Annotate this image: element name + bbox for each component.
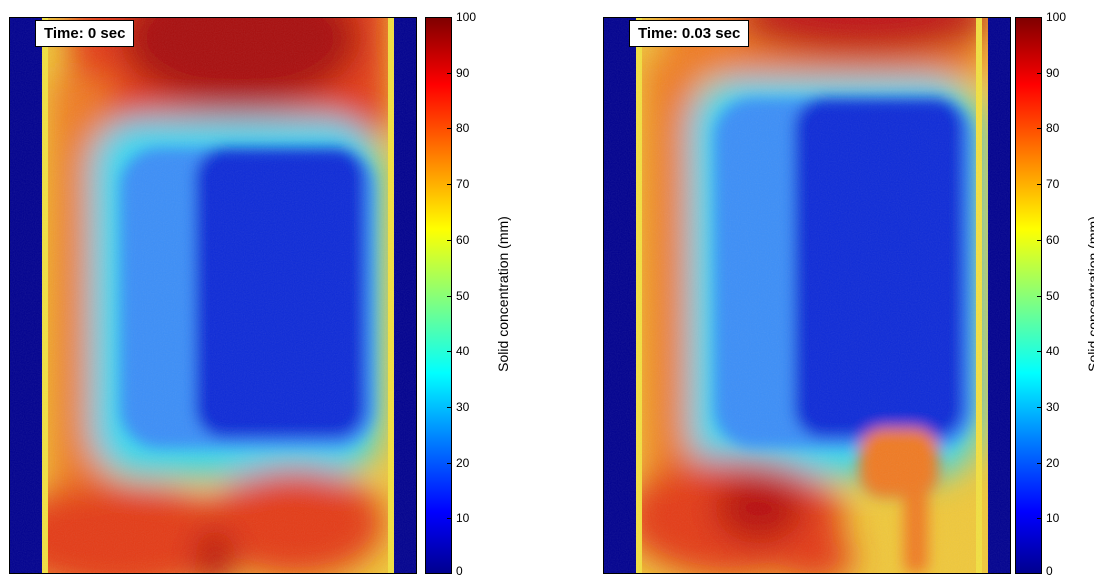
noise-overlay xyxy=(604,18,1010,573)
colorbar-title: Solid concentration (mm) xyxy=(495,216,511,372)
colorbar-tick-mark xyxy=(1037,72,1042,74)
colorbar-tick-mark xyxy=(1037,406,1042,408)
colorbar-tick-mark xyxy=(447,351,452,353)
colorbar-tick-label: 20 xyxy=(456,455,470,470)
colorbar-tick-label: 20 xyxy=(1046,455,1060,470)
colorbar-tick-label: 50 xyxy=(456,288,470,303)
heatmap-plot xyxy=(603,17,1011,574)
heatmap-svg xyxy=(604,18,1010,573)
time-annotation: Time: 0.03 sec xyxy=(629,20,750,47)
colorbar-tick-mark xyxy=(1037,295,1042,297)
colorbar-tick-mark xyxy=(1037,184,1042,186)
colorbar-tick-mark xyxy=(447,406,452,408)
colorbar-tick-mark xyxy=(447,239,452,241)
colorbar-tick-label: 100 xyxy=(456,10,477,24)
colorbar-tick-label: 0 xyxy=(456,564,463,578)
colorbar-title: Solid concentration (mm) xyxy=(1085,216,1094,372)
colorbar-tick-mark xyxy=(1037,573,1042,574)
colorbar-tick-mark xyxy=(447,518,452,520)
colorbar-tick-mark xyxy=(1037,239,1042,241)
colorbar-tick-mark xyxy=(447,573,452,574)
colorbar-tick-label: 40 xyxy=(456,344,470,359)
heatmap-plot xyxy=(9,17,417,574)
colorbar-tick-mark xyxy=(1037,17,1042,18)
colorbar-tick-label: 30 xyxy=(1046,399,1060,414)
colorbar-tick-label: 0 xyxy=(1046,564,1053,578)
colorbar-tick-label: 90 xyxy=(456,65,470,80)
colorbar-tick-mark xyxy=(1037,462,1042,464)
colorbar-tick-label: 10 xyxy=(456,511,470,526)
colorbar-tick-label: 80 xyxy=(1046,121,1060,136)
colorbar-tick-label: 70 xyxy=(1046,177,1060,192)
colorbar-tick-mark xyxy=(1037,351,1042,353)
heatmap-panel-left: Time: 0 sec Solid concentration (mm) 100… xyxy=(0,0,520,577)
colorbar-tick-mark xyxy=(1037,518,1042,520)
colorbar-tick-mark xyxy=(447,72,452,74)
colorbar-tick-label: 100 xyxy=(1046,10,1067,24)
colorbar-tick-label: 30 xyxy=(456,399,470,414)
time-annotation: Time: 0 sec xyxy=(35,20,135,47)
colorbar-tick-label: 10 xyxy=(1046,511,1060,526)
heatmap-panel-right: Time: 0.03 sec Solid concentration (mm) … xyxy=(594,0,1094,577)
colorbar-tick-mark xyxy=(447,17,452,18)
colorbar-tick-label: 50 xyxy=(1046,288,1060,303)
colorbar-tick-label: 60 xyxy=(456,232,470,247)
colorbar-tick-mark xyxy=(447,184,452,186)
colorbar-tick-label: 40 xyxy=(1046,344,1060,359)
colorbar-tick-label: 80 xyxy=(456,121,470,136)
colorbar-tick-mark xyxy=(1037,128,1042,130)
colorbar-tick-mark xyxy=(447,462,452,464)
colorbar-tick-label: 70 xyxy=(456,177,470,192)
colorbar-tick-mark xyxy=(447,295,452,297)
heatmap-svg xyxy=(10,18,416,573)
colorbar-tick-mark xyxy=(447,128,452,130)
colorbar-tick-label: 90 xyxy=(1046,65,1060,80)
noise-overlay xyxy=(10,18,416,573)
colorbar-tick-label: 60 xyxy=(1046,232,1060,247)
